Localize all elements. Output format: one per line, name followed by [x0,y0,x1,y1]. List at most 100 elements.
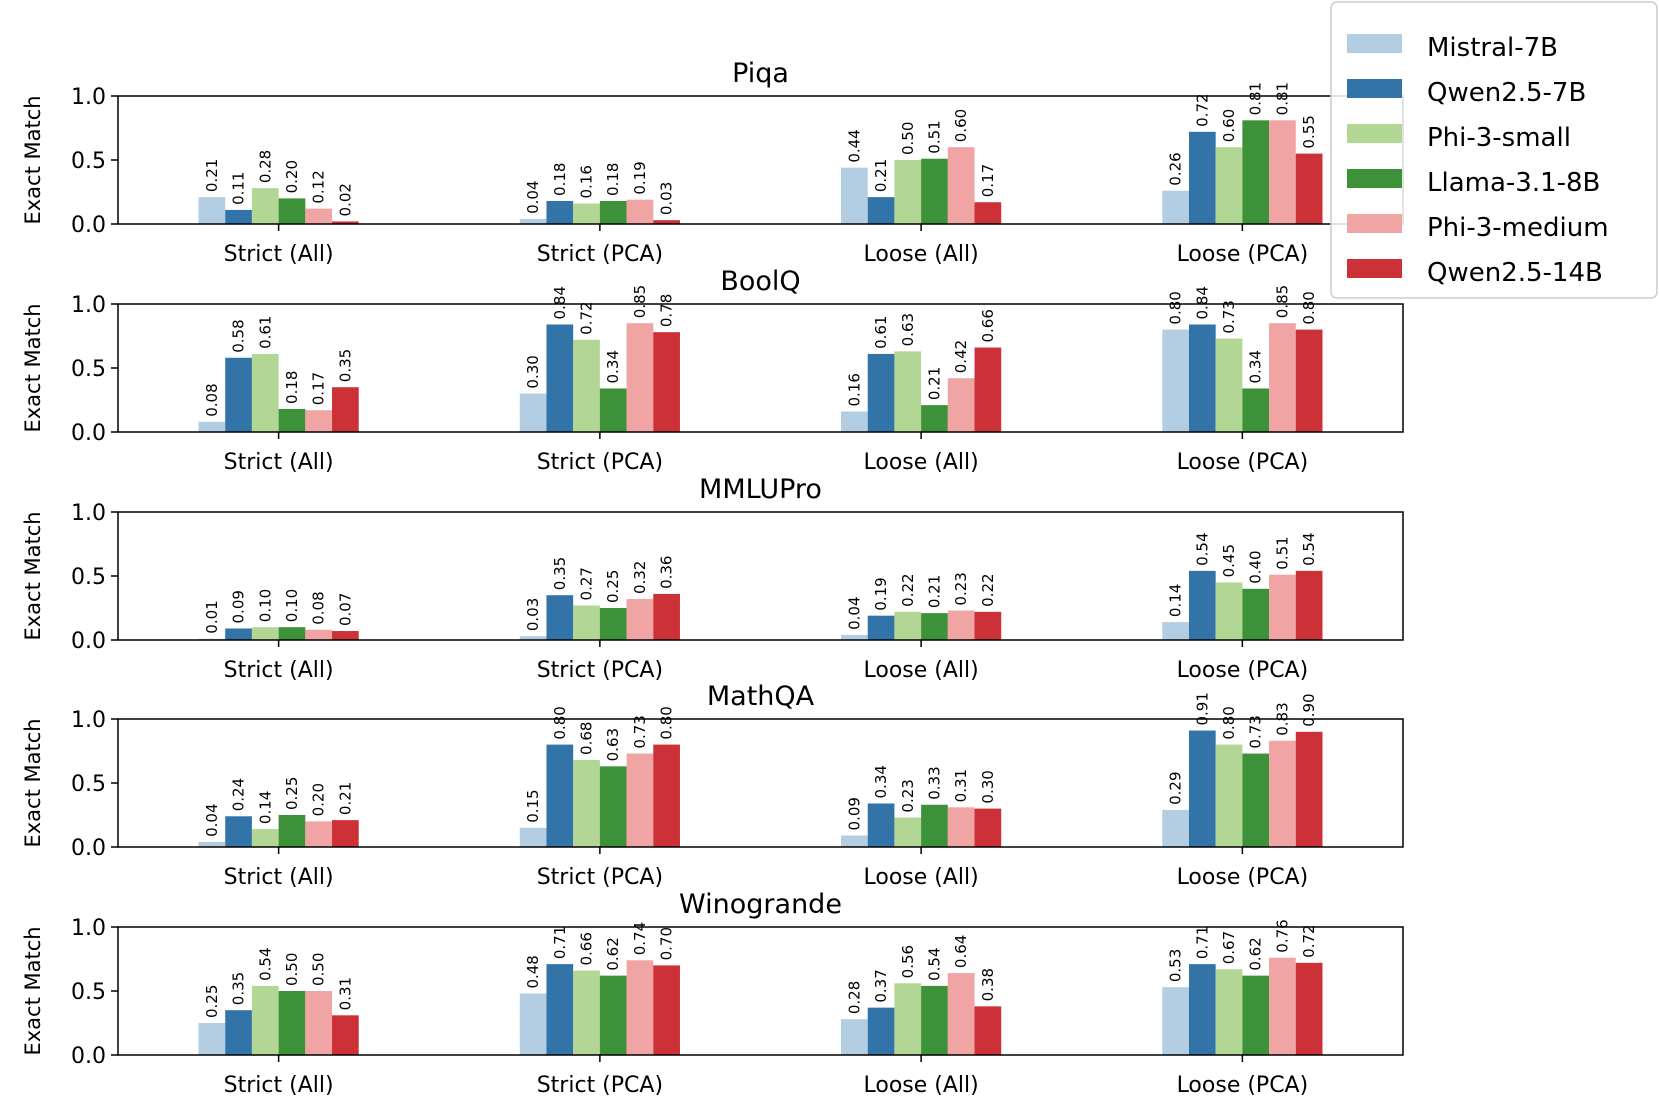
bar-value-label: 0.51 [1273,536,1291,569]
bar [546,324,574,432]
bar-value-label: 0.20 [283,160,301,193]
bar [519,218,547,224]
bar-value-label: 0.44 [845,129,863,162]
bar [947,147,975,224]
panel-mathqa: MathQA Exact Match 0.0 0.5 1.0 0.04 0.15 0.09 0.… [21,681,1404,890]
bar-value-label: 0.25 [283,777,301,810]
bar [947,610,975,640]
bar [573,759,600,847]
bar [332,221,359,224]
bar-value-label: 0.62 [604,937,622,970]
bar-value-label: 0.17 [979,164,997,197]
bar [599,975,627,1055]
bar-value-label: 0.61 [872,316,890,349]
x-tick-label: Strict (PCA) [537,450,663,475]
bar-value-label: 0.08 [310,591,328,624]
y-axis-label: Exact Match [21,718,45,847]
bar [278,198,306,224]
bar [1295,570,1323,640]
bar [251,829,279,847]
bar [894,611,922,640]
bar-value-label: 0.10 [283,589,301,622]
bar [305,410,333,432]
bar [1269,574,1296,640]
bar-value-label: 0.02 [336,183,354,216]
y-tick-label: 0.5 [71,565,106,590]
y-axis-label: Exact Match [21,511,45,640]
panel-piqa: Piqa Exact Match 0.0 0.5 1.0 0.21 0.04 0.44 0.26… [21,58,1404,267]
legend-label: Qwen2.5-7B [1427,78,1586,108]
bar [599,608,627,640]
bar [1188,730,1216,847]
bar-value-label: 0.30 [979,770,997,803]
plot-frame [117,718,1404,848]
bar-value-label: 0.12 [310,170,328,203]
bar [1269,957,1296,1055]
bar-value-label: 0.25 [604,570,622,603]
bar [1242,975,1270,1055]
bar-value-label: 0.70 [658,927,676,960]
bar-value-label: 0.91 [1193,692,1211,725]
bar-value-label: 0.16 [578,165,596,198]
bar-value-label: 0.80 [1220,706,1238,739]
bar-value-label: 0.63 [899,313,917,346]
bar [974,611,1002,640]
bar [546,200,574,224]
bar [921,985,948,1055]
bar-value-label: 0.17 [310,372,328,405]
bar-value-label: 0.62 [1247,937,1265,970]
bar-value-label: 0.35 [336,349,354,382]
bar-value-label: 0.72 [578,301,596,334]
bar-value-label: 0.67 [1220,931,1238,964]
bar-value-label: 0.22 [899,573,917,606]
bar [1162,987,1189,1055]
bar-value-label: 0.34 [604,350,622,383]
bar-value-label: 0.08 [203,383,221,416]
legend-label: Phi-3-medium [1427,213,1609,243]
bar [1295,731,1323,847]
panel-title: MMLUPro [699,474,822,505]
bar [1215,969,1243,1055]
bar-value-label: 0.80 [658,706,676,739]
bar [599,766,627,847]
bar [573,605,600,640]
bar-value-label: 0.15 [524,789,542,822]
bar-value-label: 0.31 [336,977,354,1010]
legend-label: Mistral-7B [1427,33,1558,63]
bar-value-label: 0.73 [1220,300,1238,333]
bar-value-label: 0.27 [578,567,596,600]
x-tick-label: Loose (PCA) [1177,865,1309,890]
bar-value-label: 0.73 [631,715,649,748]
bar-value-label: 0.85 [631,285,649,318]
legend-swatch [1347,124,1402,143]
bar [305,821,333,847]
bar-value-label: 0.11 [230,172,248,205]
x-tick-label: Loose (PCA) [1177,450,1309,475]
x-tick-label: Strict (PCA) [537,1073,663,1098]
bar [1162,622,1189,640]
bar [1295,962,1323,1055]
bar [573,339,600,432]
bar [332,631,359,640]
bar-value-label: 0.74 [631,922,649,955]
bar-value-label: 0.09 [845,797,863,830]
bar-value-label: 0.48 [524,955,542,988]
bar [867,197,895,224]
legend-label: Qwen2.5-14B [1427,258,1603,288]
bar [278,627,306,640]
bar [1162,329,1189,432]
bar [519,993,547,1055]
legend-swatch [1347,259,1402,278]
bar-value-label: 0.38 [979,968,997,1001]
legend-swatch [1347,34,1402,53]
bar [1215,338,1243,432]
x-tick-label: Loose (PCA) [1177,658,1309,683]
bar [1188,570,1216,640]
bar [278,408,306,432]
bar-value-label: 0.21 [925,367,943,400]
bar [251,353,279,432]
bar [1295,153,1323,224]
bar [519,827,547,847]
bar [1269,740,1296,847]
bar-value-label: 0.01 [203,600,221,633]
